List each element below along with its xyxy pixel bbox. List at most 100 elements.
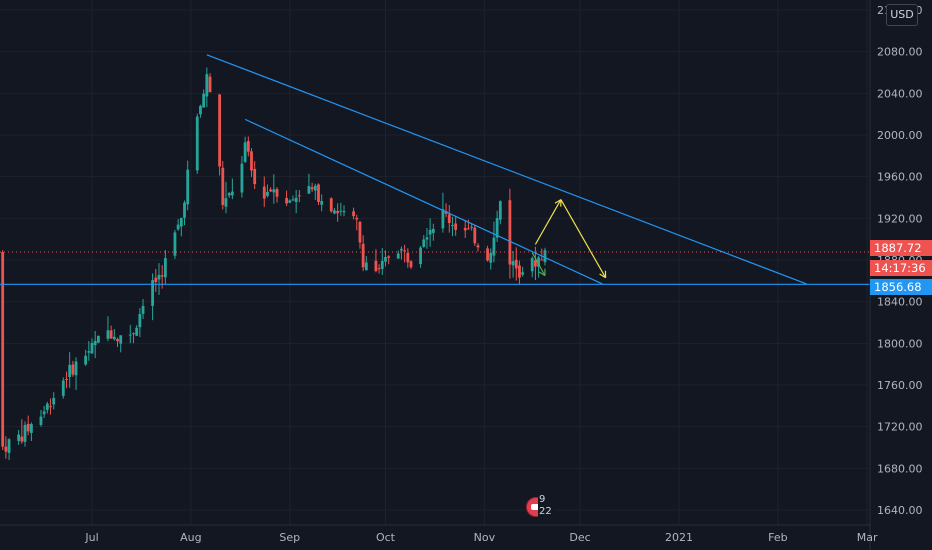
candle-body xyxy=(173,232,177,256)
candle-body xyxy=(285,197,288,204)
candle-body xyxy=(470,226,474,228)
drawings[interactable] xyxy=(0,54,870,285)
candle-body xyxy=(224,198,228,207)
candle-body xyxy=(20,436,24,442)
candles xyxy=(1,67,547,461)
currency-label[interactable]: USD xyxy=(886,4,918,26)
candle-body xyxy=(540,259,544,261)
projection-arrow[interactable] xyxy=(531,252,546,276)
candle-body xyxy=(492,237,496,256)
candle-body xyxy=(262,186,266,199)
candle-body xyxy=(489,252,493,263)
candle-body xyxy=(128,334,132,336)
candle-body xyxy=(208,76,212,93)
candle-body xyxy=(71,364,75,375)
projection-arrow[interactable] xyxy=(534,199,562,245)
price-tick-label: 1800.00 xyxy=(877,337,923,350)
candle-body xyxy=(96,335,100,343)
candle-body xyxy=(495,218,499,238)
candle-body xyxy=(29,424,33,434)
candle-body xyxy=(537,257,540,267)
candle-body xyxy=(269,189,273,192)
candle-body xyxy=(428,229,432,235)
economic-events-badge[interactable]: 9 22 xyxy=(524,494,556,518)
candle-body xyxy=(23,424,27,442)
candle-body xyxy=(1,252,5,447)
candle-body xyxy=(275,189,279,197)
candle-body xyxy=(387,256,391,258)
candle-body xyxy=(154,277,158,283)
candle-body xyxy=(90,342,94,354)
candle-body xyxy=(179,217,183,227)
time-tick-label: Dec xyxy=(569,531,590,544)
price-tick-label: 1840.00 xyxy=(877,296,923,309)
price-tick-label: 2080.00 xyxy=(877,46,923,59)
candle-body xyxy=(250,151,253,171)
candle-body xyxy=(454,223,458,230)
candle-body xyxy=(141,305,145,314)
candle-body xyxy=(364,262,368,271)
candle-body xyxy=(39,416,43,425)
candle-body xyxy=(109,330,113,339)
candle-body xyxy=(511,261,515,266)
projection-arrow[interactable] xyxy=(560,199,607,279)
candle-body xyxy=(266,191,269,196)
trendline[interactable] xyxy=(206,54,807,285)
candle-body xyxy=(183,202,186,218)
candle-body xyxy=(355,217,359,220)
candle-body xyxy=(195,116,199,171)
candle-body xyxy=(336,210,340,214)
candle-body xyxy=(406,253,410,263)
price-tick-label: 2000.00 xyxy=(877,129,923,142)
candle-body xyxy=(205,74,209,97)
arrowhead xyxy=(599,273,606,279)
candle-body xyxy=(380,260,384,269)
trendline[interactable] xyxy=(244,118,603,285)
candle-body xyxy=(116,338,119,342)
candle-body xyxy=(521,272,525,275)
candle-body xyxy=(272,189,276,193)
candle-body xyxy=(307,186,311,194)
candle-body xyxy=(352,211,355,217)
candle-body xyxy=(451,225,454,227)
price-tick-label: 1640.00 xyxy=(877,504,923,517)
candle-body xyxy=(422,239,426,247)
candle-body xyxy=(4,446,8,452)
candle-body xyxy=(419,247,422,265)
candle-body xyxy=(61,380,65,396)
candle-body xyxy=(476,245,480,248)
events-count: 9 22 xyxy=(538,494,556,518)
time-axis[interactable]: Jul Aug Sep Oct Nov Dec 2021 Feb Mar xyxy=(0,524,878,544)
candle-body xyxy=(186,169,190,205)
candle-body xyxy=(246,141,250,152)
candle-body xyxy=(52,397,56,405)
candle-body xyxy=(320,201,324,205)
arrowhead xyxy=(538,271,546,277)
candle-body xyxy=(467,228,470,230)
horizontal-line-price-tag: 1856.68 xyxy=(870,279,932,295)
candle-body xyxy=(157,274,161,280)
candle-body xyxy=(534,260,537,267)
price-tick-label: 1920.00 xyxy=(877,212,923,225)
candle-body xyxy=(374,260,378,272)
candle-body xyxy=(361,243,365,268)
candle-body xyxy=(160,275,164,277)
candle-body xyxy=(93,340,97,346)
candle-body xyxy=(543,250,547,263)
candle-body xyxy=(403,250,407,252)
grid-lines xyxy=(0,0,870,525)
last-price-tag: 1887.72 xyxy=(870,240,932,256)
candle-body xyxy=(463,227,467,231)
candle-body xyxy=(339,210,343,212)
candle-body xyxy=(49,406,52,408)
candle-body xyxy=(138,314,142,328)
time-tick-label: Oct xyxy=(376,531,396,544)
candle-body xyxy=(199,105,202,115)
candle-body xyxy=(310,187,314,190)
candle-body xyxy=(135,327,139,336)
candle-body xyxy=(132,333,135,335)
candle-body xyxy=(431,228,435,233)
candle-body xyxy=(26,423,30,432)
candle-body xyxy=(473,227,477,244)
